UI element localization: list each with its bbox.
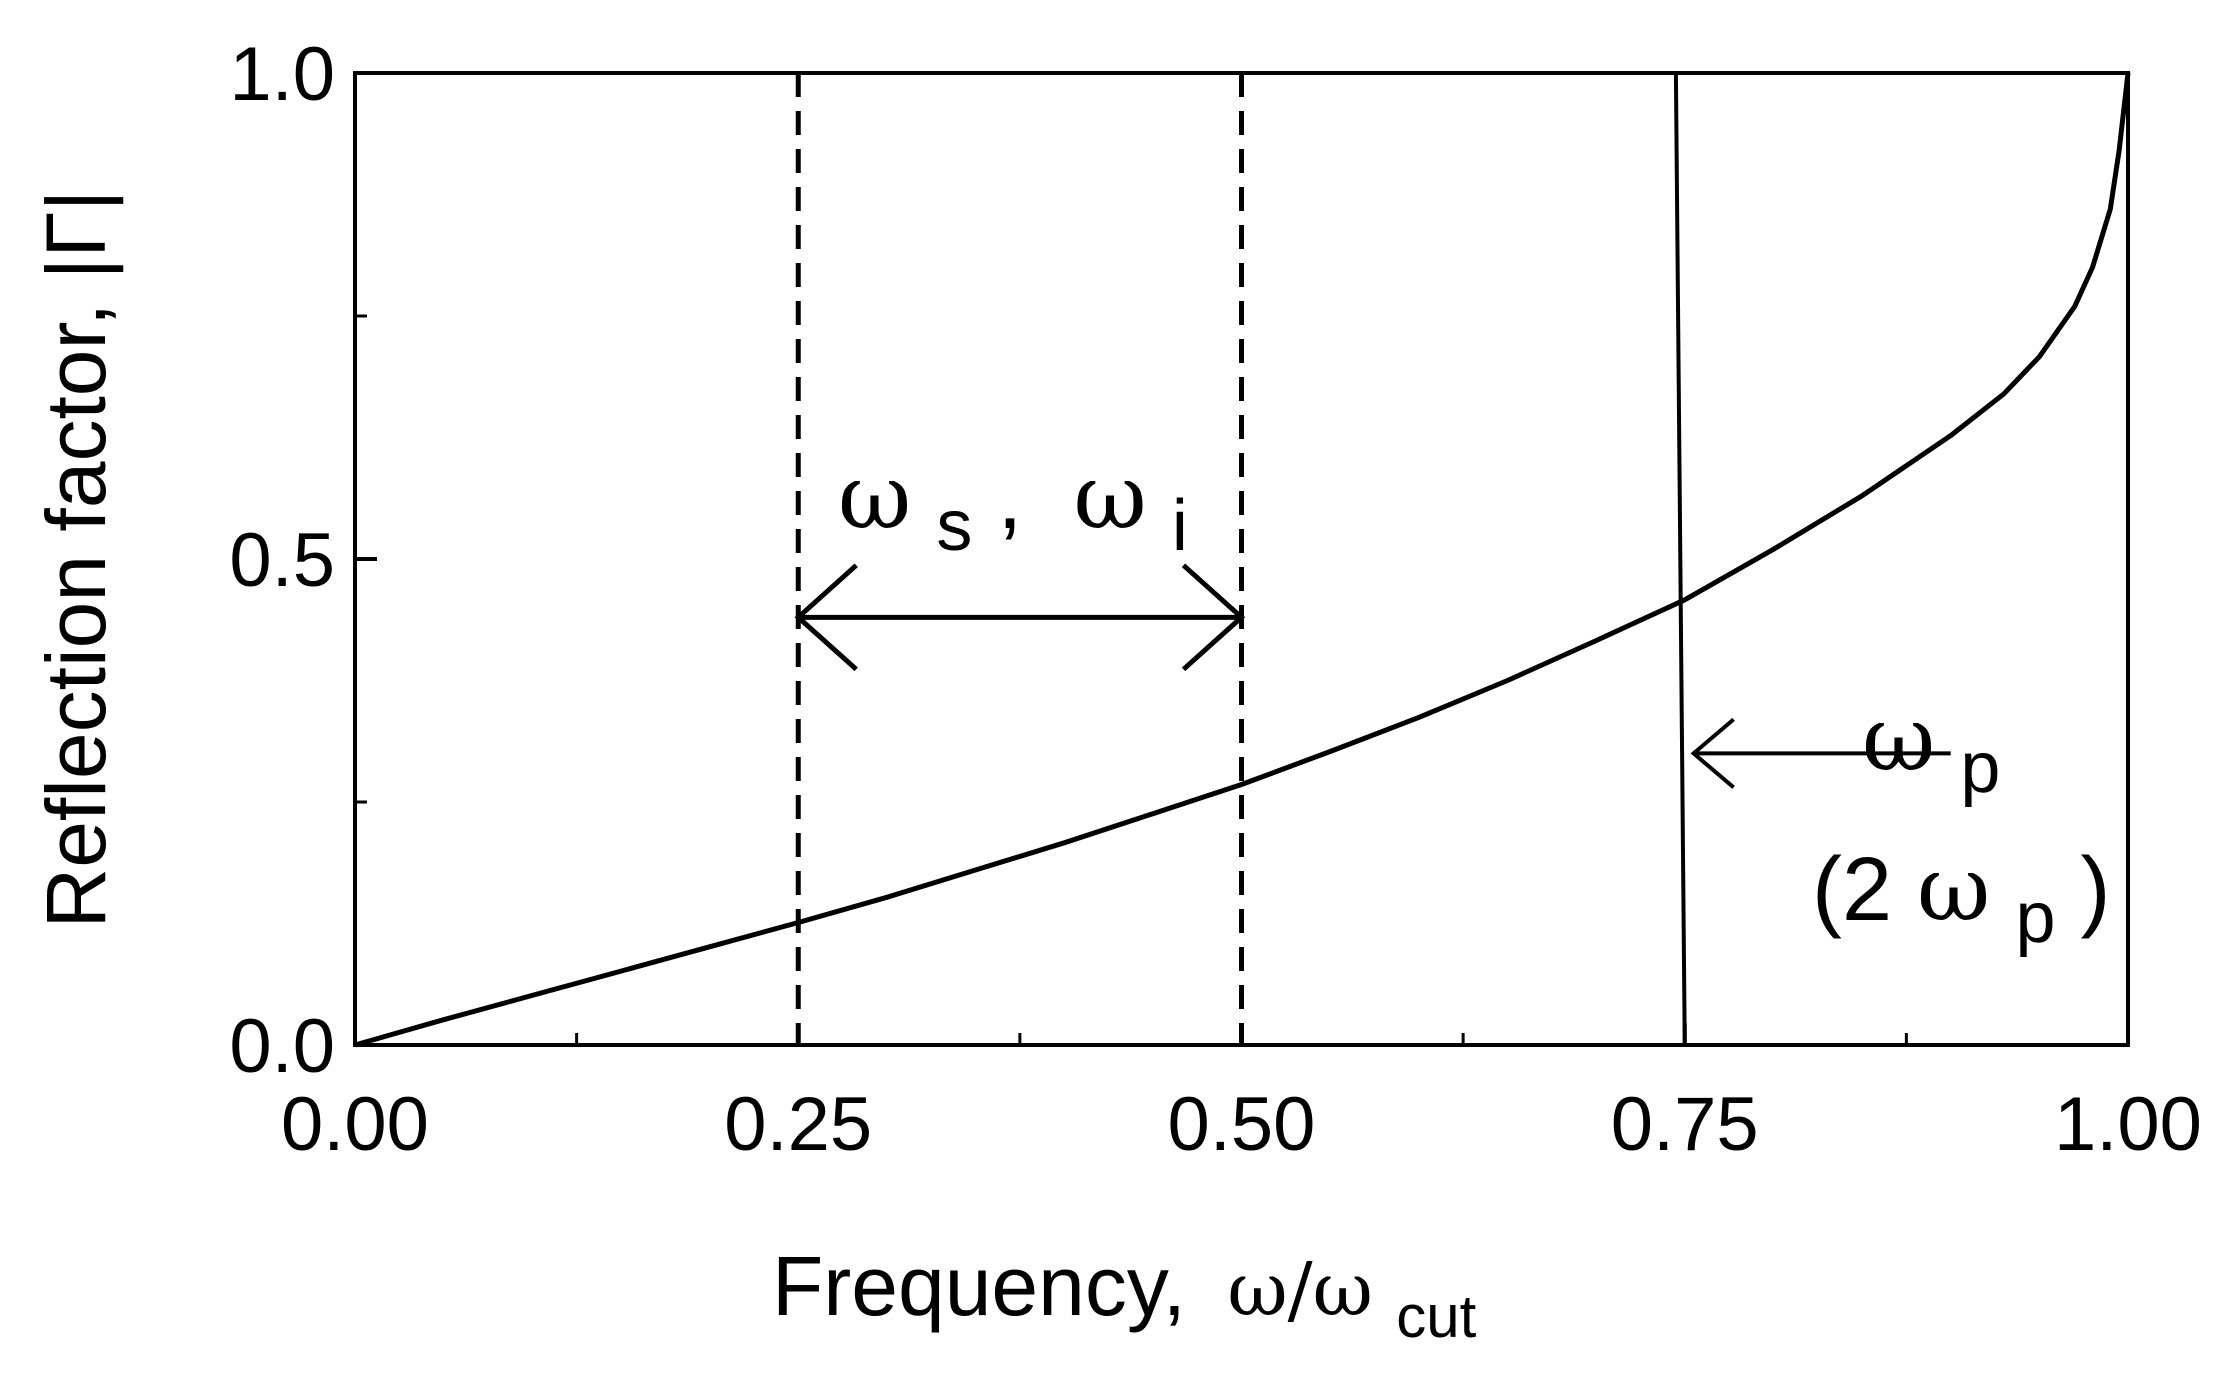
vertical-lines: [795, 72, 1687, 1046]
x-tick-label: 1.00: [2054, 1082, 2202, 1167]
double-arrow-right-head: [1181, 563, 1246, 672]
x-tick-label: 0.25: [724, 1082, 872, 1167]
y-axis-title: Reflection factor, |Γ|: [29, 190, 123, 929]
pump2-open: (2: [1812, 840, 1892, 940]
tick-labels: 0.00 0.25 0.50 0.75 1.00 0.0 0.5 1.0: [229, 32, 2202, 1167]
annotation-pump-second-harmonic: (2 ω p ): [1812, 837, 2111, 962]
pump-arrow-head: [1690, 717, 1735, 789]
omega-p-symbol: ω: [1862, 687, 1935, 792]
y-tick-label: 1.0: [229, 32, 335, 117]
omega-p-subscript: p: [1960, 728, 2000, 808]
omega-i-subscript: i: [1172, 486, 1188, 566]
pump-frequency-line: [1673, 72, 1687, 1046]
annotation-comma: ,: [997, 448, 1022, 548]
x-tick-label: 0.00: [281, 1082, 429, 1167]
annotation-signal-idler: ω s , ω i: [838, 445, 1188, 570]
curve-layer: [354, 72, 2131, 1048]
pump2-omega: ω: [1917, 837, 1990, 942]
omega-s-symbol: ω: [838, 445, 911, 550]
y-tick-label: 0.5: [229, 518, 335, 603]
pump2-close: ): [2081, 840, 2111, 940]
x-axis-title-subscript: cut: [1396, 1283, 1476, 1350]
pump2-subscript: p: [2015, 878, 2055, 958]
omega-i-symbol: ω: [1073, 445, 1146, 550]
reflection-curve: [354, 72, 2131, 1048]
double-arrow-left-head: [794, 563, 858, 672]
x-axis-title: Frequency, ω/ω cut: [772, 1239, 1477, 1350]
y-tick-label: 0.0: [229, 1004, 335, 1089]
omega-s-subscript: s: [936, 486, 972, 566]
x-tick-label: 0.75: [1611, 1082, 1759, 1167]
x-axis-title-word: Frequency,: [772, 1239, 1186, 1333]
x-axis-title-symbol: ω/ω: [1227, 1247, 1373, 1333]
x-tick-label: 0.50: [1168, 1082, 1316, 1167]
arrows: [794, 563, 1951, 789]
annotation-pump: ω p: [1862, 687, 2000, 808]
